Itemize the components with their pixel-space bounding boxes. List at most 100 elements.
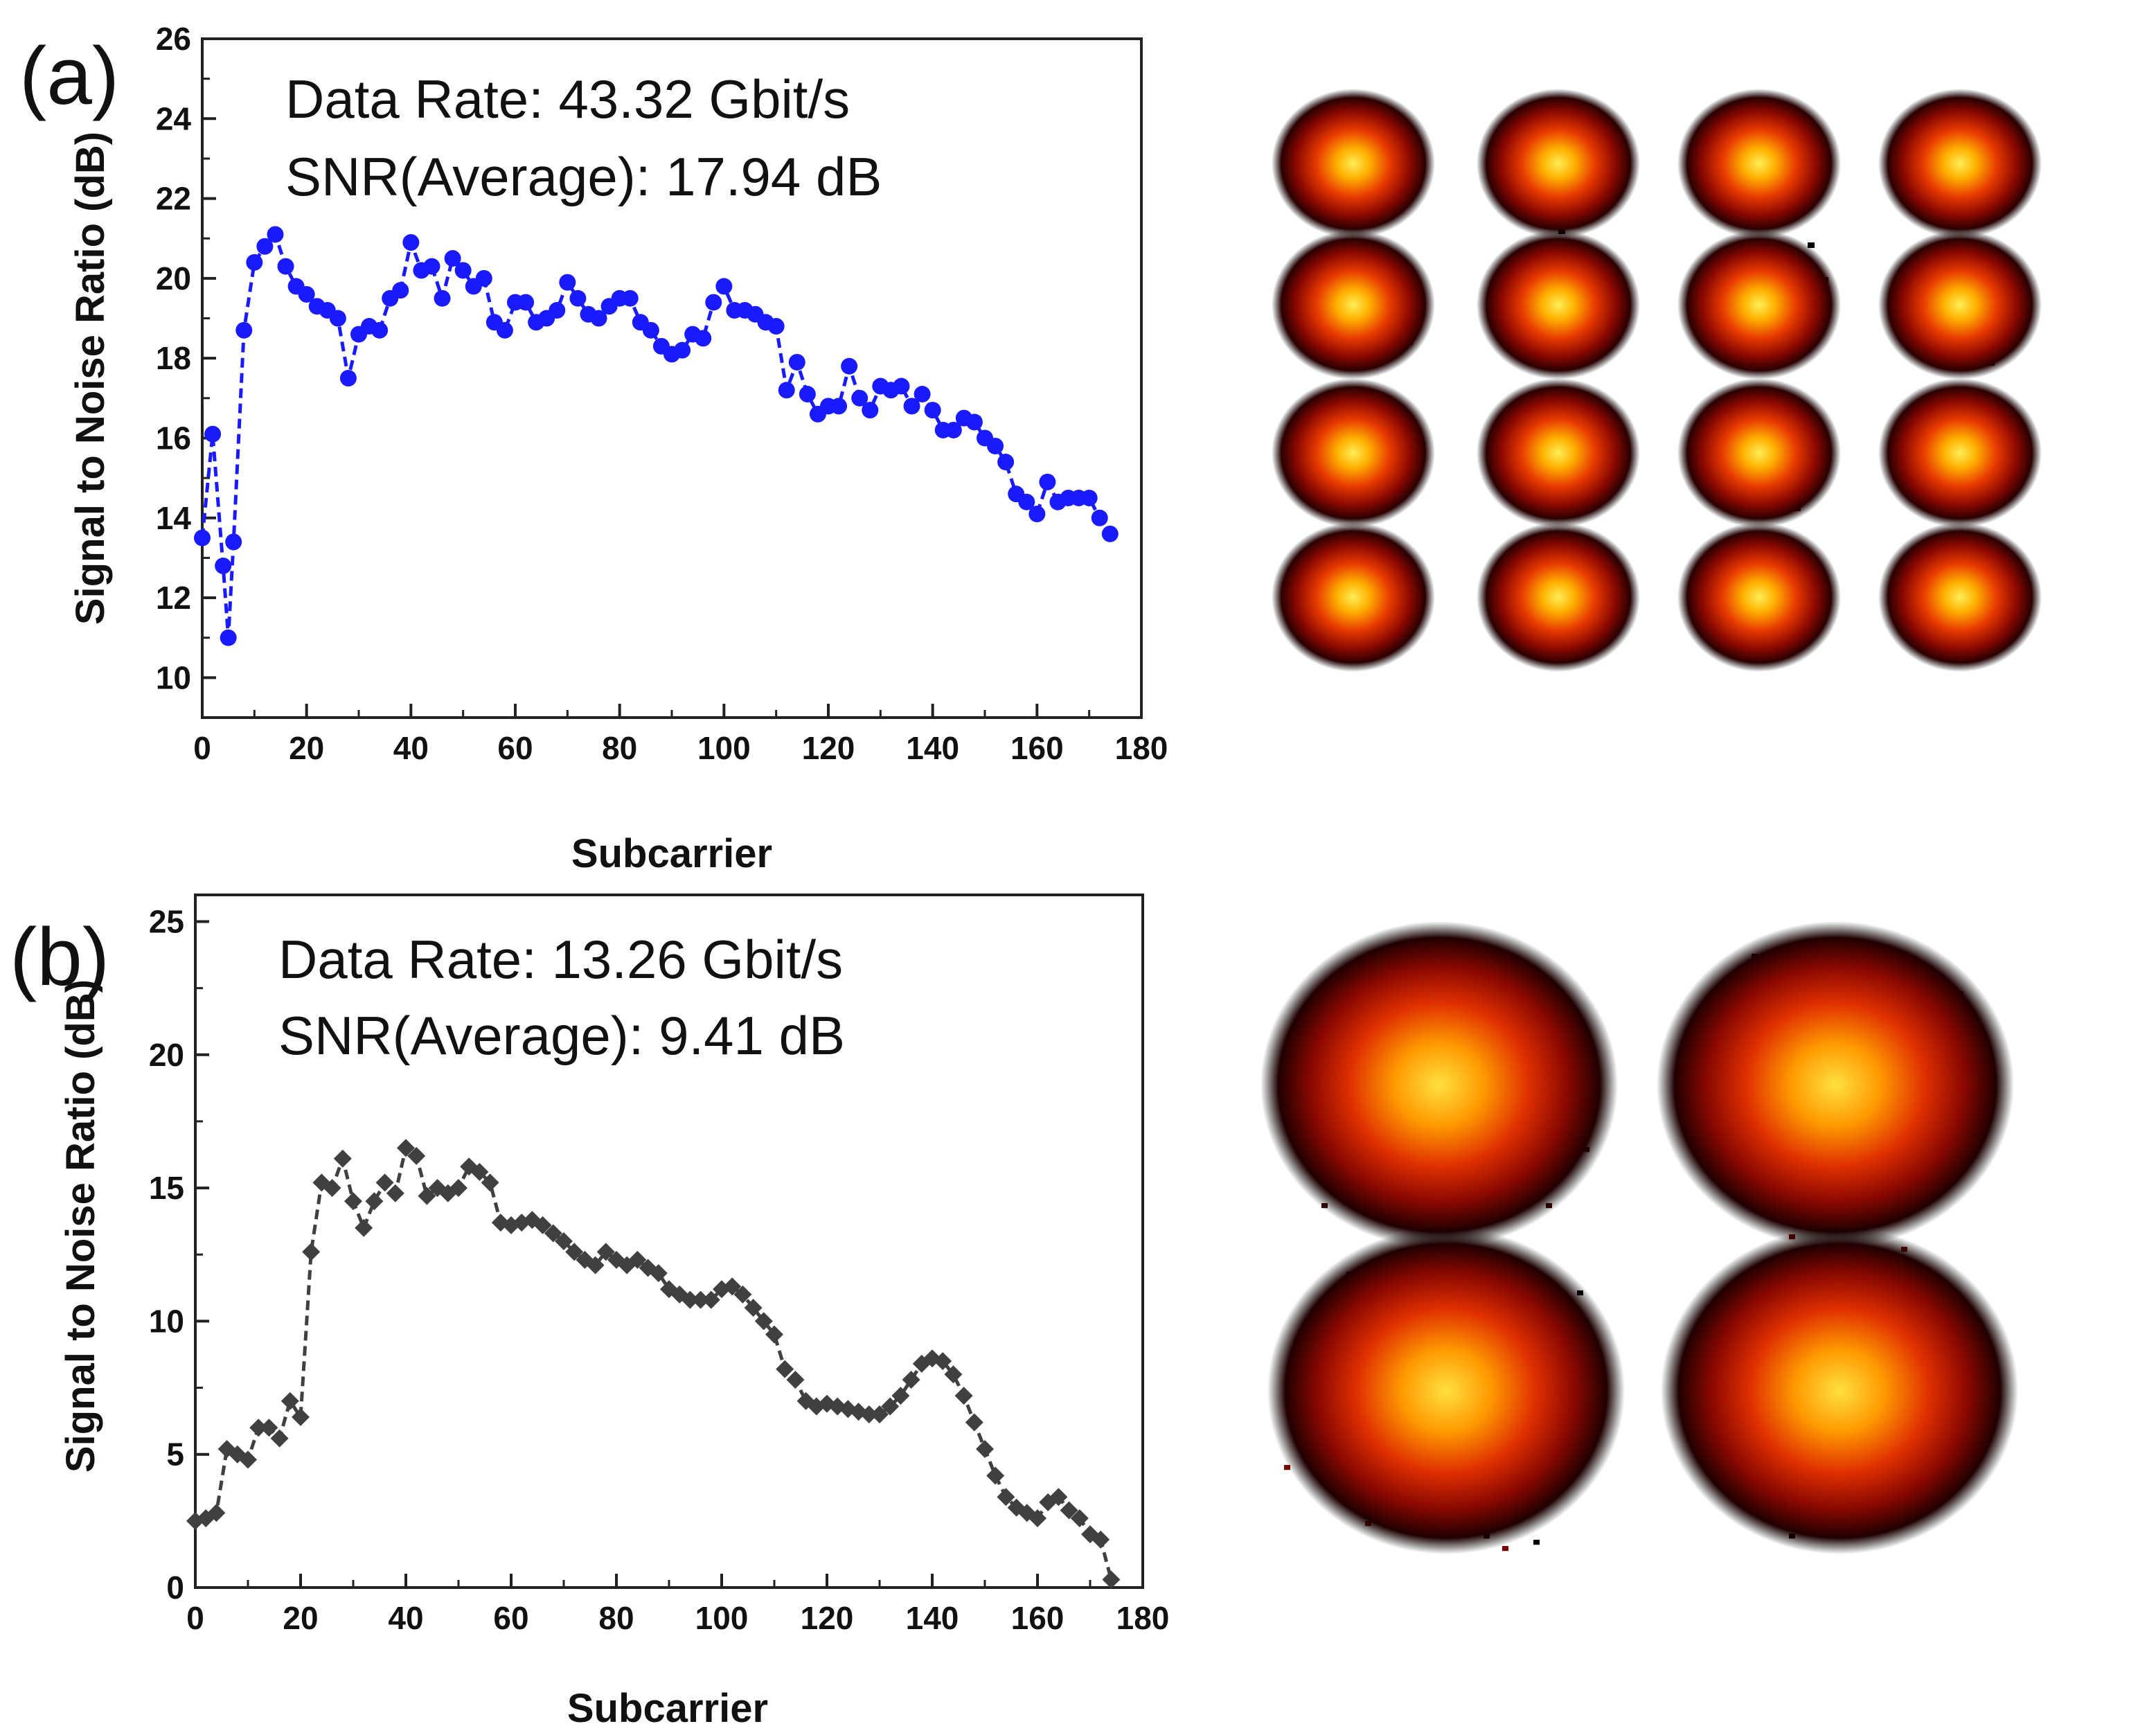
data-point	[902, 1371, 920, 1389]
data-point	[767, 318, 785, 335]
data-point	[945, 421, 962, 438]
data-point	[903, 398, 920, 415]
data-point	[407, 1146, 426, 1165]
data-point	[235, 321, 253, 339]
constellation-point	[1477, 522, 1640, 672]
constellation-point	[1878, 89, 2042, 238]
data-series-b	[186, 1139, 1121, 1589]
data-point	[590, 310, 607, 327]
data-point	[355, 1218, 373, 1237]
data-point	[270, 1429, 289, 1448]
x-tick-label: 40	[388, 1600, 423, 1636]
constellation-point	[1272, 230, 1435, 380]
data-point	[194, 529, 211, 546]
x-tick-label: 120	[802, 730, 855, 766]
data-point	[723, 1277, 742, 1296]
data-point	[705, 294, 722, 311]
constellation-point	[1878, 230, 2042, 380]
data-point	[1028, 506, 1046, 522]
x-axis-title-b: Subcarrier	[567, 1686, 768, 1731]
data-point	[997, 454, 1015, 471]
data-point	[1101, 525, 1119, 542]
data-point	[260, 1419, 278, 1437]
data-point	[246, 254, 263, 271]
y-tick-label: 20	[149, 1037, 184, 1073]
constellation-point	[1272, 89, 1435, 238]
data-point	[681, 1290, 700, 1309]
x-tick-label: 20	[283, 1600, 318, 1636]
data-point	[565, 1243, 584, 1261]
data-point	[329, 310, 346, 327]
data-point	[786, 1371, 805, 1389]
data-point	[267, 226, 284, 243]
data-point	[1039, 473, 1056, 490]
axis-ticks-a: 0 20 40 60 80 100 120 140 160 1801012141618202224…	[156, 21, 1168, 766]
data-point	[392, 282, 409, 299]
y-tick-label: 20	[156, 260, 191, 296]
y-tick-label: 24	[156, 100, 192, 136]
x-tick-label: 120	[801, 1600, 854, 1636]
x-tick-label: 0	[193, 730, 211, 766]
x-tick-label: 80	[598, 1600, 634, 1636]
data-point	[715, 278, 733, 295]
data-rate-annotation-b: Data Rate: 13.26 Gbit/s	[278, 929, 843, 990]
y-tick-label: 26	[156, 21, 191, 57]
x-tick-label: 40	[393, 730, 429, 766]
data-point	[544, 1224, 562, 1243]
constellation-point	[1878, 378, 2042, 528]
data-point	[744, 1299, 763, 1317]
data-point	[402, 234, 420, 251]
data-point	[225, 533, 242, 551]
data-point	[249, 1419, 268, 1437]
noise-sample	[1533, 1540, 1540, 1545]
y-tick-label: 25	[149, 903, 184, 939]
data-point	[976, 1440, 994, 1458]
data-point	[944, 1365, 963, 1384]
data-point	[220, 629, 237, 646]
data-point	[277, 258, 294, 275]
data-point	[733, 1285, 752, 1304]
constellation-point	[1677, 89, 1841, 238]
data-point	[954, 1387, 973, 1405]
data-point	[215, 557, 232, 574]
data-point	[549, 302, 566, 319]
data-point	[454, 262, 472, 279]
constellation-point	[1272, 378, 1435, 528]
data-point	[893, 377, 910, 395]
chart-a: (a) 0 20 40 60 80 100 120 140 160 180101214161820…	[19, 21, 1168, 876]
y-tick-label: 10	[156, 659, 191, 695]
data-point	[533, 1216, 552, 1234]
data-point	[339, 370, 357, 386]
data-point	[1080, 489, 1098, 506]
data-point	[397, 1139, 415, 1157]
x-tick-label: 100	[695, 1600, 749, 1636]
data-point	[1049, 1488, 1068, 1507]
data-point	[987, 438, 1004, 454]
noise-sample	[1808, 242, 1815, 248]
data-point	[302, 1243, 321, 1261]
series-line	[200, 231, 1112, 638]
data-point	[375, 1173, 394, 1192]
data-point	[481, 1173, 499, 1192]
data-point	[1018, 493, 1035, 510]
data-point	[559, 274, 576, 291]
data-point	[754, 1312, 773, 1331]
data-point	[444, 250, 461, 267]
data-point	[862, 402, 879, 419]
data-point	[841, 357, 858, 375]
y-tick-label: 5	[166, 1437, 184, 1473]
constellation-16qam	[1272, 89, 2042, 672]
data-point	[702, 1290, 720, 1309]
data-point	[691, 1290, 710, 1309]
data-point	[765, 1325, 783, 1344]
x-tick-label: 80	[602, 730, 637, 766]
x-tick-label: 140	[906, 1600, 959, 1636]
data-point	[1060, 1501, 1078, 1520]
data-point	[830, 398, 848, 415]
data-point	[239, 1450, 257, 1469]
data-point	[695, 330, 712, 347]
constellation-point	[1477, 89, 1640, 238]
data-point	[799, 386, 816, 403]
x-tick-label: 140	[906, 730, 959, 766]
